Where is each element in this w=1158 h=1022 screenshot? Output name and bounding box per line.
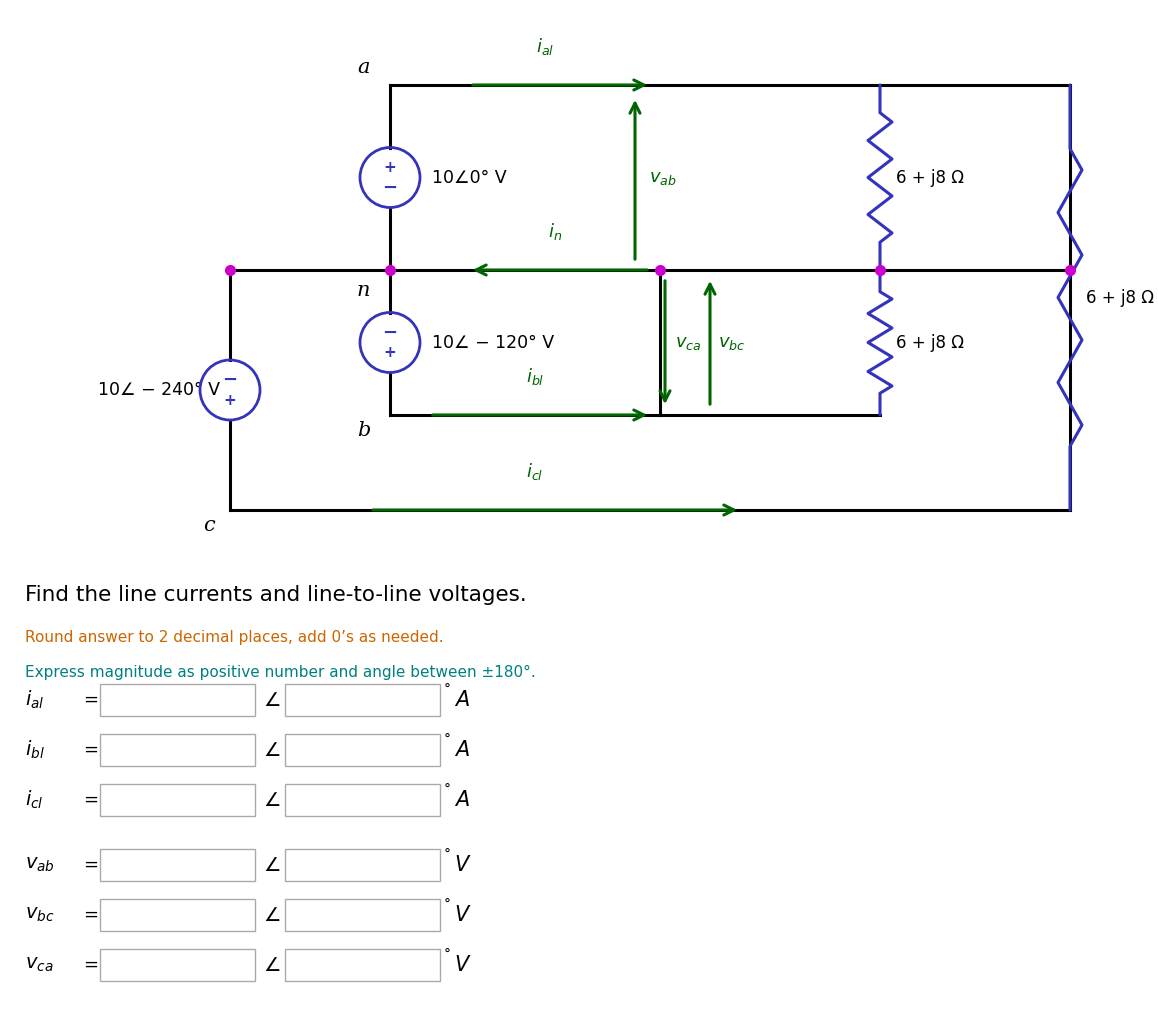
- Text: =: =: [83, 691, 98, 709]
- Text: $v_{ca}$: $v_{ca}$: [25, 956, 53, 974]
- Text: °: °: [444, 783, 450, 797]
- Text: c: c: [204, 515, 215, 535]
- Text: a: a: [358, 57, 371, 77]
- Text: $V$: $V$: [454, 955, 471, 975]
- Text: $A$: $A$: [454, 740, 470, 760]
- Text: Express magnitude as positive number and angle between ±180°.: Express magnitude as positive number and…: [25, 665, 536, 680]
- Text: 10∠ − 120° V: 10∠ − 120° V: [432, 333, 555, 352]
- Text: =: =: [83, 905, 98, 924]
- Text: =: =: [83, 741, 98, 759]
- Text: $A$: $A$: [454, 690, 470, 710]
- Text: =: =: [83, 956, 98, 974]
- Text: $v_{ab}$: $v_{ab}$: [25, 855, 54, 874]
- Text: −: −: [382, 324, 397, 341]
- Text: °: °: [444, 898, 450, 912]
- Text: $i_n$: $i_n$: [548, 221, 562, 242]
- Text: =: =: [83, 856, 98, 874]
- Text: b: b: [357, 420, 371, 439]
- Text: $v_{bc}$: $v_{bc}$: [718, 333, 746, 352]
- Text: $\mathit{i}_{bl}$: $\mathit{i}_{bl}$: [25, 739, 45, 761]
- Text: $v_{bc}$: $v_{bc}$: [25, 905, 54, 924]
- Text: ∠: ∠: [263, 741, 280, 759]
- Text: $i_{cl}$: $i_{cl}$: [526, 461, 544, 482]
- Text: °: °: [444, 683, 450, 697]
- Text: $\mathit{i}_{cl}$: $\mathit{i}_{cl}$: [25, 789, 44, 811]
- Text: =: =: [83, 791, 98, 809]
- Text: ∠: ∠: [263, 905, 280, 925]
- Text: $V$: $V$: [454, 855, 471, 875]
- Text: Find the line currents and line-to-line voltages.: Find the line currents and line-to-line …: [25, 585, 527, 605]
- Text: −: −: [222, 371, 237, 389]
- Text: +: +: [383, 345, 396, 360]
- Text: $\mathit{i}_{al}$: $\mathit{i}_{al}$: [25, 689, 44, 711]
- Text: °: °: [444, 848, 450, 862]
- Text: °: °: [444, 948, 450, 962]
- Text: ∠: ∠: [263, 790, 280, 809]
- Text: $v_{ca}$: $v_{ca}$: [675, 333, 702, 352]
- Text: 6 + j8 Ω: 6 + j8 Ω: [896, 169, 963, 186]
- Text: 10∠0° V: 10∠0° V: [432, 169, 507, 186]
- Text: °: °: [444, 733, 450, 747]
- Text: ∠: ∠: [263, 691, 280, 709]
- Text: ∠: ∠: [263, 855, 280, 875]
- Text: Round answer to 2 decimal places, add 0’s as needed.: Round answer to 2 decimal places, add 0’…: [25, 630, 444, 645]
- Text: +: +: [223, 392, 236, 408]
- Text: $V$: $V$: [454, 905, 471, 925]
- Text: $i_{al}$: $i_{al}$: [536, 36, 554, 57]
- Text: 6 + j8 Ω: 6 + j8 Ω: [896, 333, 963, 352]
- Text: n: n: [357, 280, 371, 299]
- Text: $i_{bl}$: $i_{bl}$: [526, 366, 544, 387]
- Text: 6 + j8 Ω: 6 + j8 Ω: [1086, 288, 1155, 307]
- Text: $A$: $A$: [454, 790, 470, 810]
- Text: $v_{ab}$: $v_{ab}$: [648, 169, 676, 186]
- Text: 10∠ − 240° V: 10∠ − 240° V: [98, 381, 220, 399]
- Text: +: +: [383, 160, 396, 175]
- Text: ∠: ∠: [263, 956, 280, 975]
- Text: −: −: [382, 179, 397, 196]
